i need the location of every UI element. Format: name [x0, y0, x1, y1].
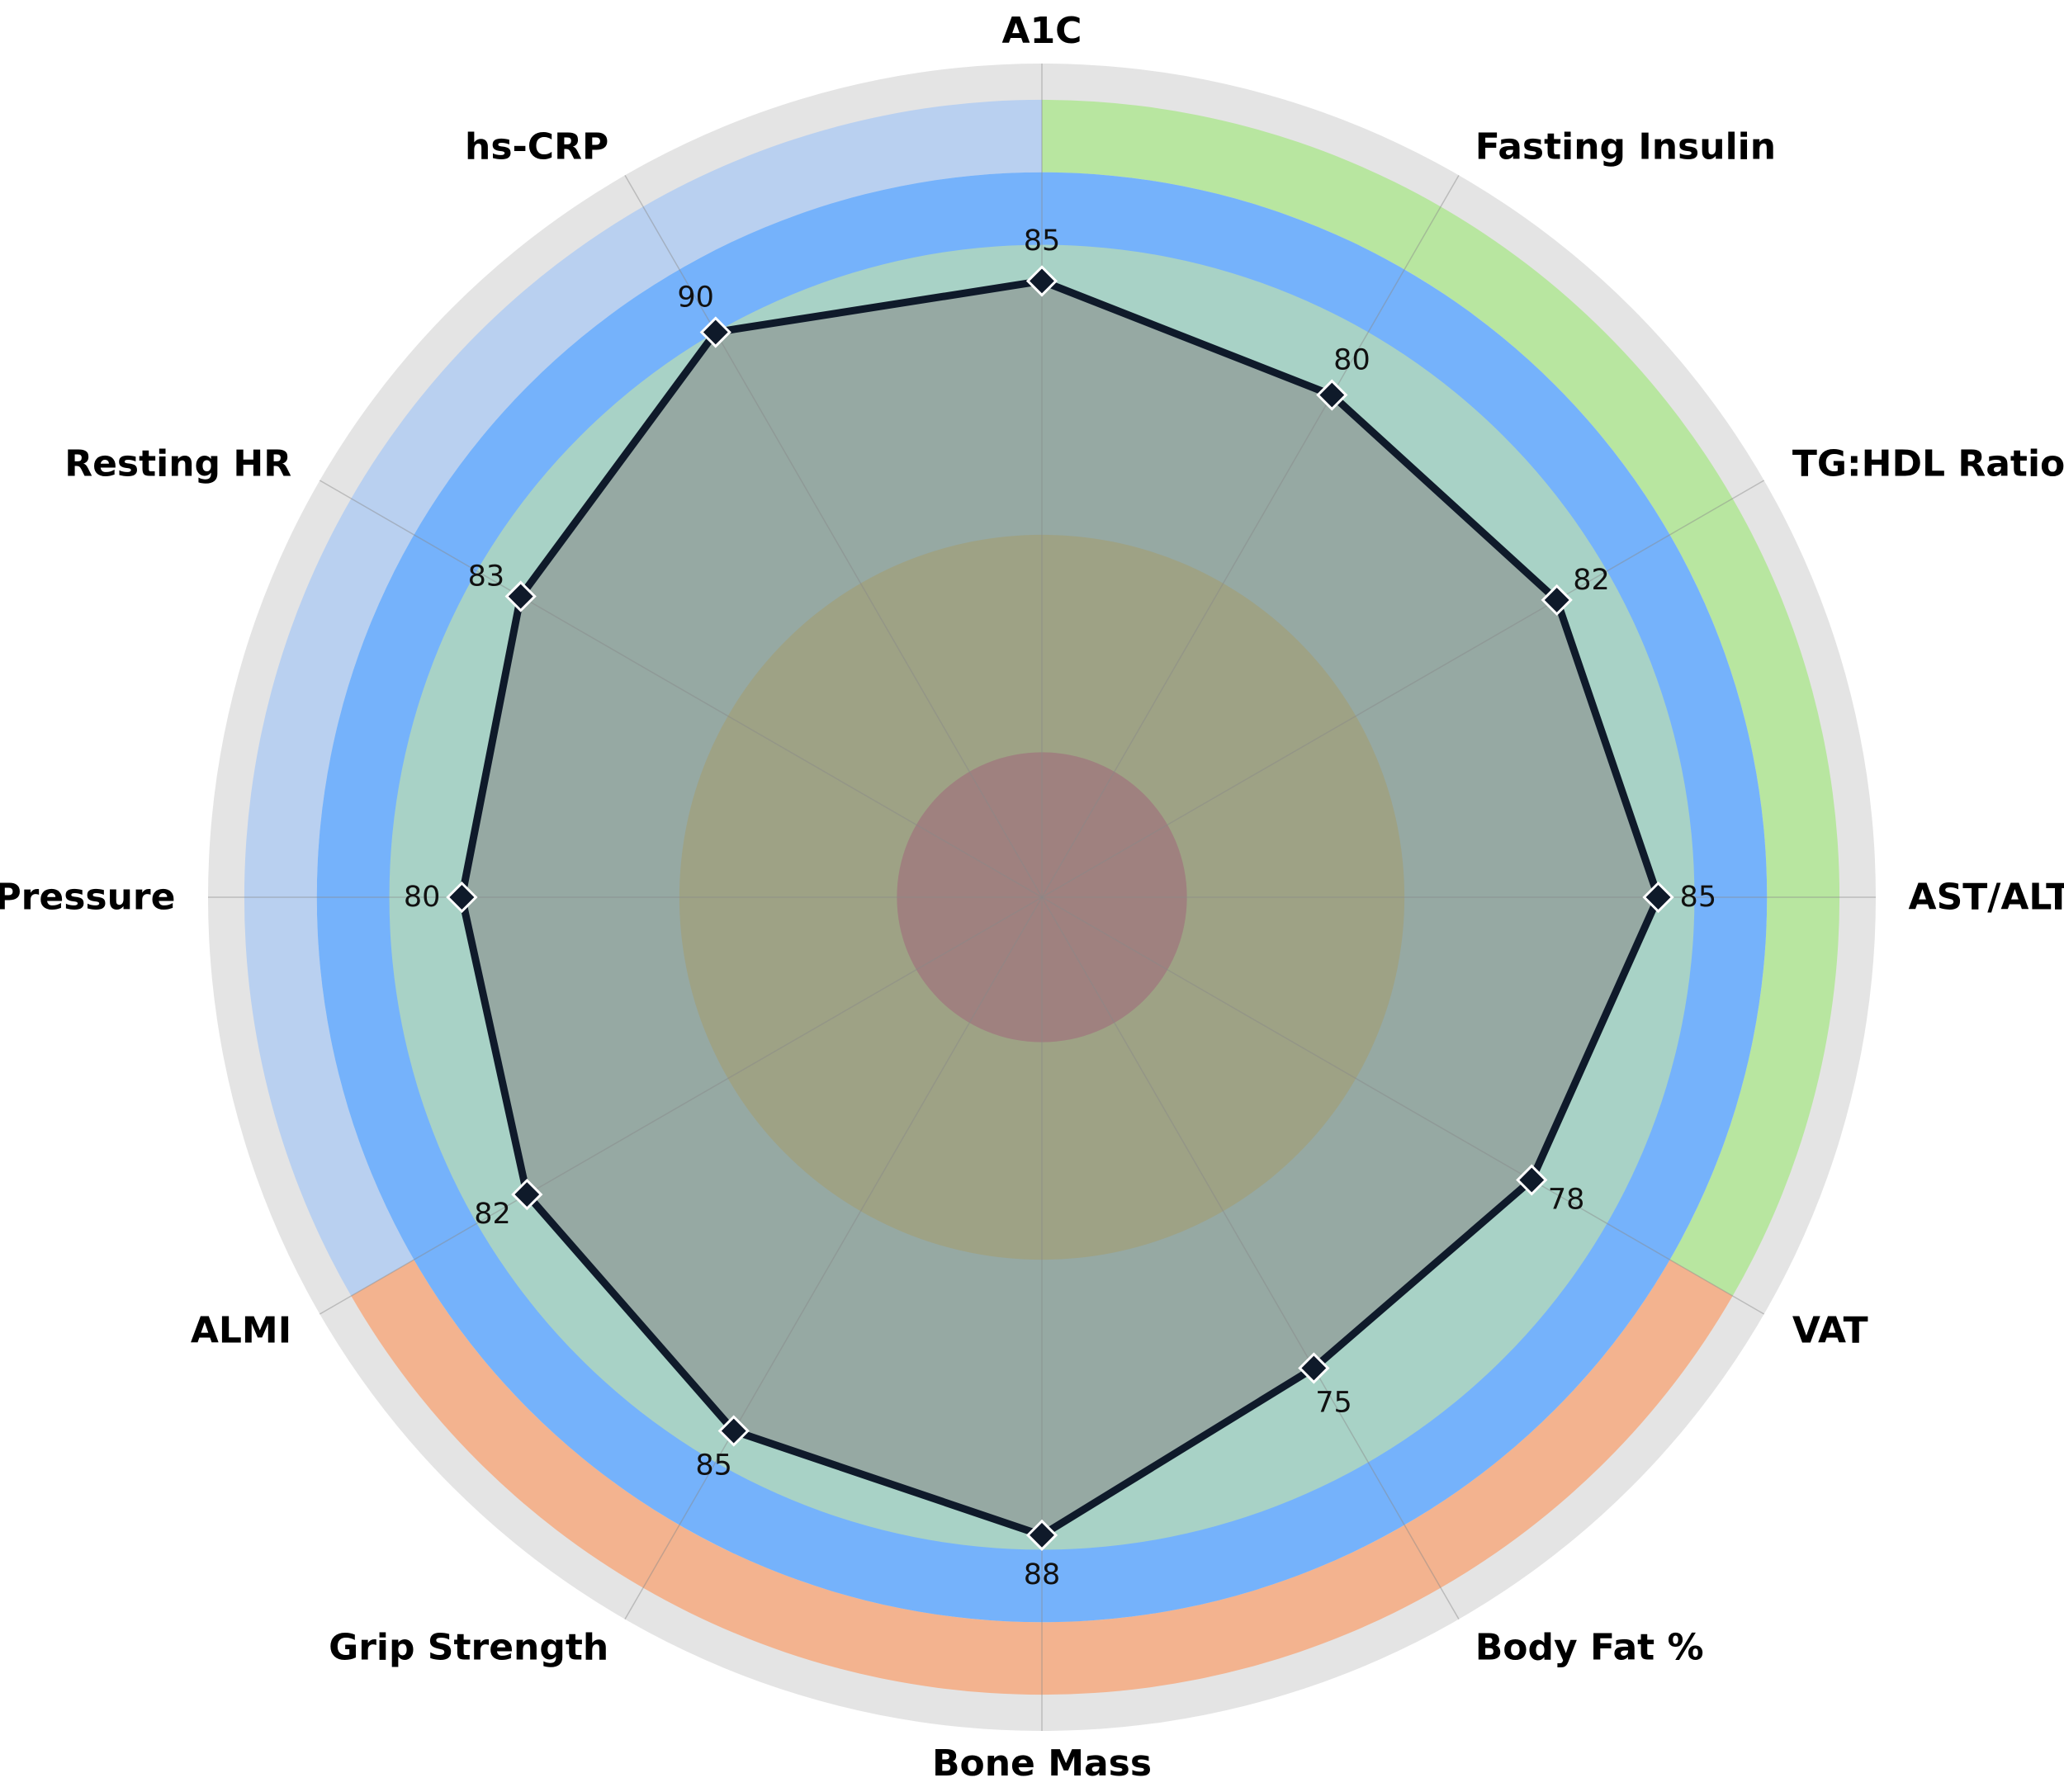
value-label-a1c: 85 — [1024, 225, 1061, 258]
outer-sectors — [244, 99, 1840, 1695]
outer-sector-2 — [351, 1260, 1733, 1695]
value-label-almi: 82 — [474, 1198, 511, 1231]
marker-bone-mass — [1025, 1519, 1058, 1551]
marker-ast-alt-ratio — [1642, 881, 1674, 914]
value-label-bone-mass: 88 — [1024, 1558, 1061, 1591]
value-label-vat: 78 — [1548, 1184, 1585, 1217]
value-label-hs-crp: 90 — [677, 281, 714, 314]
value-label-body-fat: 75 — [1315, 1386, 1352, 1419]
value-labels: 85 80 82 85 78 75 88 85 82 80 83 90 — [404, 225, 1716, 1591]
series-area — [462, 281, 1659, 1535]
outer-sector-1 — [1042, 99, 1840, 1297]
marker-vat — [1516, 1164, 1548, 1196]
marker-a1c — [1025, 265, 1058, 297]
value-label-fasting-insulin: 80 — [1333, 344, 1370, 377]
marker-almi — [511, 1178, 543, 1211]
axis-label-vat: VAT — [1792, 1309, 1868, 1351]
axis-label-fasting-insulin: Fasting Insulin — [1475, 126, 1776, 168]
marker-resting-hr — [504, 580, 537, 612]
value-label-tg-hdl-ratio: 82 — [1573, 564, 1610, 597]
value-label-ast-alt-ratio: 85 — [1680, 881, 1717, 914]
marker-grip-strength — [717, 1415, 750, 1447]
axis-label-blood-pressure: Blood Pressure — [0, 877, 175, 919]
marker-fasting-insulin — [1316, 379, 1348, 411]
axis-label-hs-crp: hs-CRP — [465, 126, 608, 168]
axis-label-ast-alt-ratio: AST/ALT Ratio — [1909, 877, 2064, 919]
axis-label-tg-hdl-ratio: TG:HDL Ratio — [1792, 443, 2064, 485]
axis-label-grip-strength: Grip Strength — [329, 1626, 608, 1668]
axis-label-body-fat: Body Fat % — [1475, 1626, 1704, 1668]
outer-sector-3 — [244, 99, 1042, 1297]
value-label-blood-pressure: 80 — [404, 881, 441, 914]
axis-label-a1c: A1C — [1002, 10, 1082, 52]
value-label-grip-strength: 85 — [695, 1449, 732, 1482]
marker-hs-crp — [699, 316, 731, 348]
axis-labels: A1C Fasting Insulin TG:HDL Ratio AST/ALT Ra… — [0, 10, 2064, 1785]
axis-label-almi: ALMI — [191, 1309, 291, 1351]
value-label-resting-hr: 83 — [468, 560, 505, 593]
series-markers — [446, 265, 1674, 1551]
axis-label-resting-hr: Resting HR — [64, 443, 291, 485]
marker-tg-hdl-ratio — [1541, 584, 1573, 617]
marker-blood-pressure — [446, 881, 478, 914]
axis-label-bone-mass: Bone Mass — [932, 1742, 1152, 1785]
marker-body-fat — [1298, 1352, 1330, 1384]
